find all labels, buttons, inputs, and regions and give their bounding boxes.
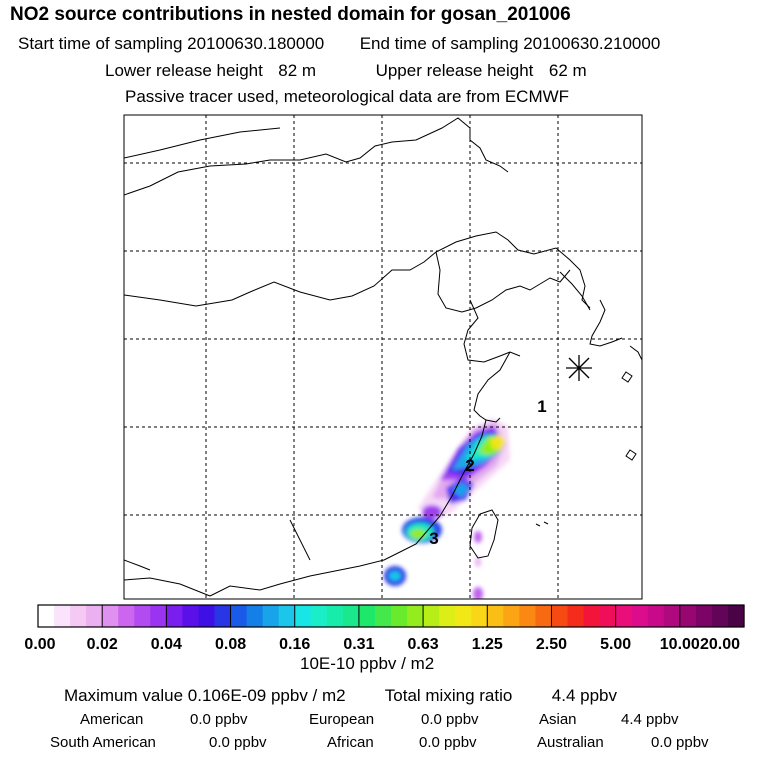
total-value: 4.4 ppbv — [551, 686, 618, 705]
colorbar-swatch — [86, 605, 103, 627]
colorbar-swatch — [198, 605, 216, 627]
end-time-label: End time of sampling — [359, 34, 519, 53]
colorbar-frame — [37, 604, 745, 628]
colorbar-swatch — [455, 605, 472, 627]
land-borders — [124, 519, 311, 571]
region-european-label: European — [309, 711, 375, 728]
start-time-value: 20100630.180000 — [187, 34, 325, 53]
colorbar-swatch — [374, 605, 392, 627]
colorbar-swatch — [182, 605, 200, 627]
colorbar-units: 10E-10 ppbv / m2 — [300, 654, 435, 673]
region-european-value: 0.0 ppbv — [421, 711, 479, 728]
colorbar-swatch — [471, 605, 488, 627]
region-asian-value: 4.4 ppbv — [621, 711, 679, 728]
region-asian-label: Asian — [539, 711, 577, 728]
colorbar-swatch — [503, 605, 520, 627]
colorbar-swatch — [711, 605, 729, 627]
region-african-label: African — [327, 734, 374, 751]
colorbar-swatch — [166, 605, 184, 627]
total-label: Total mixing ratio — [384, 686, 513, 705]
colorbar-tick-label: 0.00 — [24, 636, 55, 653]
colorbar-tick-label: 20.00 — [700, 636, 740, 653]
colorbar-swatch — [102, 605, 119, 627]
colorbar-swatch — [535, 605, 553, 627]
region-south-american-value: 0.0 ppbv — [209, 734, 267, 751]
colorbar-swatch — [519, 605, 537, 627]
lower-height-value: 82 m — [278, 61, 317, 80]
colorbar-swatch — [262, 605, 280, 627]
colorbar-swatch — [583, 605, 601, 627]
colorbar-swatch — [727, 605, 745, 627]
receptor-star-icon — [566, 355, 592, 381]
colorbar-tick-labels: 0.00 0.02 0.04 0.08 0.16 0.31 0.63 1.25 2.50 5.00… — [24, 636, 740, 653]
colorbar-swatch — [246, 605, 264, 627]
colorbar-swatches — [38, 605, 745, 627]
colorbar-tick-label: 2.50 — [536, 636, 567, 653]
colorbar-swatch — [599, 605, 617, 627]
colorbar-swatch — [439, 605, 456, 627]
region-african-value: 0.0 ppbv — [419, 734, 477, 751]
colorbar-tick-label: 0.31 — [343, 636, 374, 653]
colorbar-swatch — [358, 605, 376, 627]
colorbar-swatch — [695, 605, 713, 627]
colorbar-swatch — [118, 605, 135, 627]
colorbar-swatch — [487, 605, 504, 627]
gridlines — [124, 115, 642, 599]
coastlines — [124, 117, 642, 597]
colorbar-tick-label: 0.08 — [215, 636, 246, 653]
colorbar-swatch — [310, 605, 328, 627]
region-australian-label: Australian — [537, 734, 604, 751]
colorbar-tick-label: 10.00 — [660, 636, 700, 653]
marker-1: 1 — [537, 397, 546, 416]
colorbar-swatch — [679, 605, 697, 627]
colorbar-swatch — [326, 605, 344, 627]
release-heights: Lower release height 82 m Upper release … — [105, 61, 587, 81]
end-time-value: 20100630.210000 — [523, 34, 661, 53]
colorbar-swatch — [230, 605, 248, 627]
marker-3: 3 — [429, 529, 438, 548]
max-label: Maximum value — [64, 686, 184, 705]
colorbar-swatch — [631, 605, 649, 627]
sampling-times: Start time of sampling 20100630.180000 E… — [18, 34, 660, 54]
colorbar-swatch — [647, 605, 665, 627]
upper-height-value: 62 m — [548, 61, 587, 80]
lower-height-label: Lower release height — [105, 61, 263, 80]
colorbar-swatch — [567, 605, 585, 627]
map-title: NO2 source contributions in nested domai… — [10, 4, 571, 25]
map-frame — [123, 114, 643, 600]
tracer-note: Passive tracer used, meteorological data… — [125, 87, 570, 106]
colorbar-swatch — [150, 605, 167, 627]
colorbar-swatch — [615, 605, 633, 627]
colorbar-swatch — [38, 605, 55, 627]
colorbar-swatch — [134, 605, 151, 627]
colorbar-tick-label: 0.02 — [87, 636, 118, 653]
start-time-label: Start time of sampling — [18, 34, 183, 53]
colorbar-swatch — [551, 605, 569, 627]
colorbar-swatch — [70, 605, 87, 627]
colorbar-swatch — [214, 605, 232, 627]
colorbar-swatch — [423, 605, 440, 627]
colorbar-tick-label: 0.16 — [279, 636, 310, 653]
colorbar-swatch — [54, 605, 71, 627]
colorbar-swatch — [342, 605, 360, 627]
colorbar-swatch — [663, 605, 681, 627]
colorbar-tick-label: 0.04 — [151, 636, 182, 653]
colorbar-tick-label: 1.25 — [472, 636, 503, 653]
colorbar-tick-label: 5.00 — [600, 636, 631, 653]
colorbar-swatch — [278, 605, 296, 627]
max-value: 0.106E-09 ppbv / m2 — [187, 686, 346, 705]
colorbar-tick-label: 0.63 — [408, 636, 439, 653]
colorbar-swatch — [391, 605, 408, 627]
upper-height-label: Upper release height — [375, 61, 534, 80]
region-american-label: American — [80, 711, 144, 728]
region-south-american-label: South American — [50, 734, 156, 751]
colorbar-swatch — [294, 605, 312, 627]
region-australian-value: 0.0 ppbv — [651, 734, 709, 751]
region-american-value: 0.0 ppbv — [190, 711, 248, 728]
summary-max-line: Maximum value 0.106E-09 ppbv / m2 Total … — [64, 686, 617, 706]
marker-2: 2 — [465, 456, 474, 475]
colorbar-swatch — [407, 605, 424, 627]
